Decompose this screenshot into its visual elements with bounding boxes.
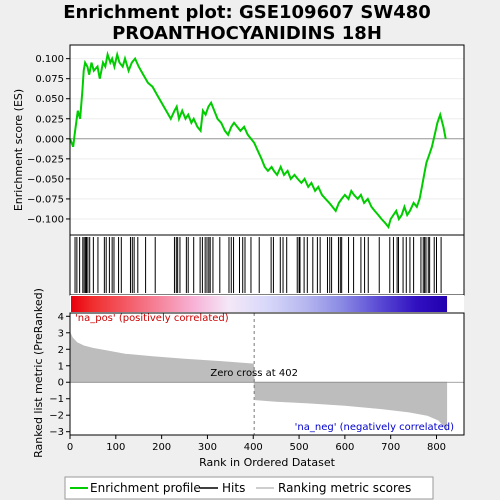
legend-label-hits: Hits [222,481,245,495]
x-tick-label: 200 [152,442,171,453]
x-tick-label: 500 [290,442,309,453]
es-tick-label: −0.025 [27,154,64,165]
metric-tick-label: 4 [58,312,64,323]
positive-correlation-label: 'na_pos' (positively correlated) [75,313,229,324]
enrichment-profile-line [69,50,447,230]
hits-panel-background [70,235,464,295]
metric-tick-label: −3 [49,427,64,438]
metric-axis-label: Ranked list metric (PreRanked) [32,288,45,458]
plot-title-line1: Enrichment plot: GSE109607 SW480 [63,2,431,23]
es-tick-label: 0.075 [35,74,64,85]
es-tick-label: 0.000 [35,134,64,145]
legend-label-metric: Ranking metric scores [278,481,411,495]
x-tick-label: 800 [427,442,446,453]
bottom-panel-frame [69,312,465,436]
es-tick-label: 0.050 [35,94,64,105]
metric-tick-label: 3 [58,328,64,339]
es-tick-label: −0.100 [27,214,64,225]
x-tick-label: 0 [67,442,73,453]
x-tick-label: 400 [244,442,263,453]
ranked-metric-panel: Zero cross at 402 'na_pos' (positively c… [32,288,465,469]
x-tick-label: 100 [106,442,125,453]
metric-tick-label: 2 [58,345,64,356]
metric-tick-label: 1 [58,361,64,372]
plot-title-line2: PROANTHOCYANIDINS 18H [112,23,382,44]
metric-tick-label: −1 [49,394,64,405]
es-tick-label: 0.100 [35,54,64,65]
x-tick-label: 600 [335,442,354,453]
legend-box [64,476,434,500]
es-tick-label: −0.050 [27,174,64,185]
metric-tick-label: 0 [58,378,64,389]
ranking-colorbar [70,295,464,313]
legend: Enrichment profile Hits Ranking metric s… [64,476,434,500]
x-tick-label: 300 [198,442,217,453]
legend-label-profile: Enrichment profile [90,481,201,495]
colorbar-gradient [71,296,448,312]
es-axis-label: Enrichment score (ES) [12,89,25,211]
enrichment-score-panel: 0.100 0.075 0.050 0.025 0.000 −0.025 −0.050 −0.… [12,44,465,236]
es-tick-label: −0.075 [27,194,64,205]
negative-correlation-label: 'na_neg' (negatively correlated) [295,422,454,433]
es-tick-label: 0.025 [35,114,64,125]
top-panel-background [70,45,464,235]
metric-tick-label: −2 [49,411,64,422]
zero-cross-label: Zero cross at 402 [210,368,298,379]
x-axis-label: Rank in Ordered Dataset [199,456,336,469]
x-tick-label: 700 [381,442,400,453]
hits-panel [69,234,465,296]
